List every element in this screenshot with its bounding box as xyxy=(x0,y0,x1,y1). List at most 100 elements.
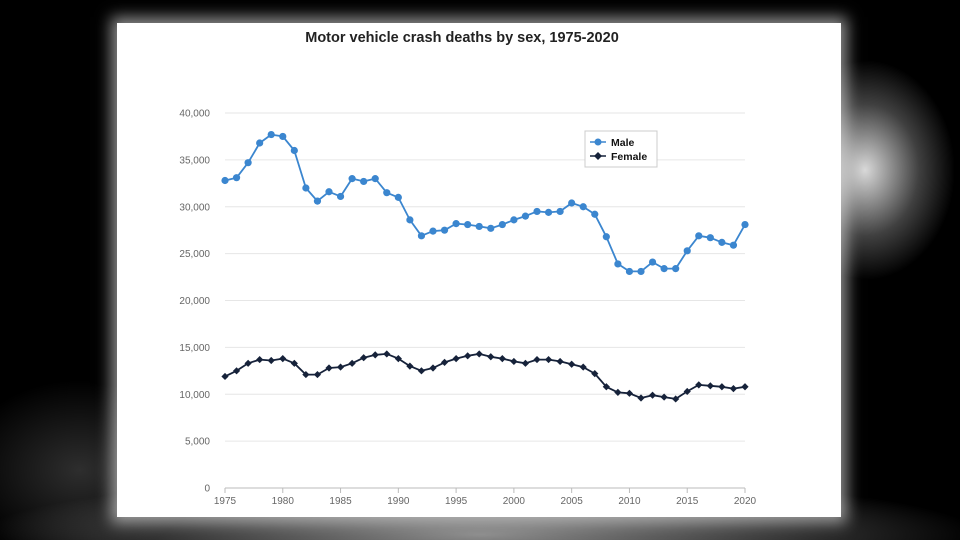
data-point xyxy=(360,177,368,186)
data-point xyxy=(325,188,333,196)
data-point xyxy=(475,350,483,358)
data-point xyxy=(487,224,495,232)
data-point xyxy=(452,355,460,363)
data-point xyxy=(336,363,345,371)
legend-box xyxy=(584,130,658,168)
data-point xyxy=(325,364,333,372)
data-point xyxy=(648,391,657,399)
data-point xyxy=(371,351,379,359)
data-point xyxy=(625,267,634,276)
data-point xyxy=(440,226,449,234)
data-point xyxy=(464,220,472,229)
x-tick-label: 2020 xyxy=(734,496,757,507)
legend-female-label: Female xyxy=(611,151,647,163)
data-point xyxy=(429,364,437,372)
data-point xyxy=(718,238,726,246)
data-point xyxy=(336,192,345,201)
y-tick-label: 5,000 xyxy=(185,437,210,448)
data-point xyxy=(637,394,645,402)
legend-male-marker xyxy=(594,138,602,146)
y-tick-label: 35,000 xyxy=(179,155,210,166)
data-point xyxy=(533,207,541,216)
axes: 0 5,000 10,000 15,000 20,000 25,000 30,000 35,0… xyxy=(179,109,756,508)
data-point xyxy=(591,370,599,378)
data-point xyxy=(533,355,541,364)
data-point xyxy=(417,367,426,375)
data-point xyxy=(383,350,391,358)
series-line-male xyxy=(224,133,746,273)
data-point xyxy=(556,357,564,366)
y-tick-label: 0 xyxy=(204,484,210,495)
data-point xyxy=(360,354,368,362)
y-tick-label: 20,000 xyxy=(179,296,210,307)
data-point xyxy=(487,353,495,361)
x-tick-label: 1995 xyxy=(445,496,468,507)
data-point xyxy=(452,220,460,228)
data-point xyxy=(706,234,714,242)
data-point xyxy=(510,216,518,224)
data-point xyxy=(394,355,402,363)
x-tick-label: 2015 xyxy=(676,496,699,507)
data-point xyxy=(475,222,483,231)
data-point xyxy=(683,247,691,255)
data-point xyxy=(556,207,564,216)
data-point xyxy=(614,260,622,268)
data-point xyxy=(521,212,530,220)
data-point xyxy=(406,362,414,370)
data-point xyxy=(672,395,680,403)
line-chart: Motor vehicle crash deaths by sex, 1975-… xyxy=(179,30,756,508)
gridlines xyxy=(225,112,745,489)
data-point xyxy=(741,383,749,391)
data-point xyxy=(440,358,449,366)
data-point xyxy=(568,199,576,207)
data-point xyxy=(232,367,241,375)
data-point xyxy=(602,383,610,391)
data-point xyxy=(313,197,322,205)
data-point xyxy=(244,359,252,367)
data-point xyxy=(348,359,356,367)
data-point xyxy=(568,360,576,368)
legend-male-label: Male xyxy=(611,137,635,149)
x-tick-label: 2010 xyxy=(618,496,641,507)
x-tick-label: 1975 xyxy=(214,496,237,507)
data-point xyxy=(464,352,472,360)
data-point xyxy=(290,146,298,155)
data-point xyxy=(279,355,287,363)
data-point xyxy=(544,208,553,216)
data-point xyxy=(637,267,645,276)
chart-card: Motor vehicle crash deaths by sex, 1975-… xyxy=(117,23,841,517)
data-point xyxy=(521,359,530,367)
data-point xyxy=(498,355,506,363)
data-point xyxy=(221,372,229,381)
data-point xyxy=(256,355,264,364)
data-point xyxy=(579,363,587,371)
x-tick-label: 1990 xyxy=(387,496,410,507)
data-point xyxy=(348,175,356,183)
data-point xyxy=(394,193,402,201)
data-point xyxy=(244,159,252,167)
data-point xyxy=(591,210,599,218)
y-tick-label: 10,000 xyxy=(179,390,210,401)
data-point xyxy=(383,189,391,197)
data-point xyxy=(614,388,622,396)
data-point xyxy=(267,356,275,365)
data-point xyxy=(695,232,703,240)
legend-female-marker xyxy=(594,152,602,160)
data-point xyxy=(544,355,553,364)
x-tick-label: 2005 xyxy=(561,496,584,507)
data-point xyxy=(648,258,657,266)
series-male xyxy=(221,130,749,276)
data-point xyxy=(267,130,275,139)
data-point xyxy=(406,216,414,224)
y-tick-label: 30,000 xyxy=(179,202,210,213)
data-point xyxy=(579,203,587,211)
data-point xyxy=(498,220,506,229)
x-tick-label: 1985 xyxy=(329,496,352,507)
data-point xyxy=(672,265,680,273)
data-point xyxy=(221,176,229,185)
data-point xyxy=(625,389,634,397)
series-group xyxy=(221,130,749,403)
data-point xyxy=(417,232,426,240)
data-point xyxy=(706,382,714,390)
data-point xyxy=(683,387,691,396)
